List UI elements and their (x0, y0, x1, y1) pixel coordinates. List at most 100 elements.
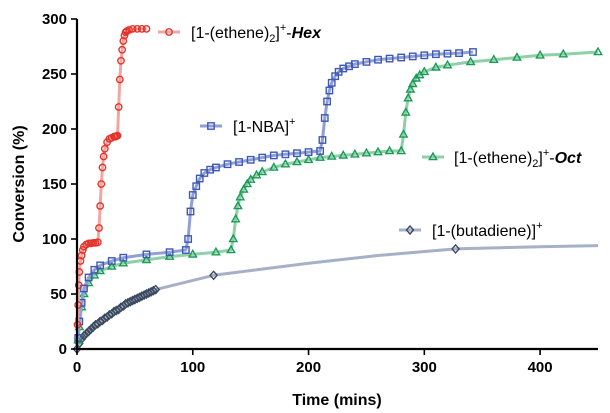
data-point (226, 244, 236, 254)
data-point (258, 153, 267, 162)
data-point (385, 54, 394, 63)
data-point (374, 55, 382, 64)
data-point (488, 54, 499, 63)
data-point (315, 152, 326, 161)
data-point (338, 149, 349, 159)
series-nba (74, 48, 477, 342)
sep: - (549, 150, 554, 167)
x-tick-label: 100 (180, 359, 205, 376)
data-point (115, 75, 124, 84)
data-point (86, 324, 96, 335)
data-point (74, 334, 83, 342)
data-point (535, 49, 546, 59)
legend-label: [1-(ethene)2]+-Hex (191, 22, 322, 45)
legend-entry-butadiene: [1-(butadiene)]+ (399, 220, 543, 240)
data-point (303, 154, 314, 164)
data-point (420, 51, 429, 60)
y-tick-label: 200 (42, 121, 67, 138)
data-point (118, 45, 127, 54)
series-oct (73, 46, 603, 344)
data-point (465, 56, 476, 66)
data-point (304, 148, 313, 156)
data-point (141, 254, 152, 264)
data-point (119, 37, 128, 45)
y-tick-label: 50 (50, 286, 67, 303)
x-axis-title: Time (mins) (292, 392, 382, 409)
data-point (125, 26, 134, 34)
data-point (211, 246, 221, 256)
x-tick-label: 300 (412, 359, 437, 376)
series-butadiene-line (75, 244, 599, 350)
x-tick-label: 200 (296, 359, 321, 376)
data-point (95, 224, 103, 232)
data-point (350, 60, 359, 69)
data-point (268, 162, 279, 171)
data-point (181, 246, 190, 254)
data-point (96, 202, 105, 210)
data-point (96, 261, 105, 270)
pre: [1-(ethene) (454, 150, 532, 167)
data-point (230, 213, 241, 223)
series-butadiene (72, 243, 599, 355)
series-hex (73, 24, 151, 329)
data-point (245, 174, 256, 183)
data-point (128, 24, 137, 33)
data-point (151, 284, 161, 295)
pre: [1-NBA] (233, 119, 289, 136)
tick-layer: 0 100 200 300 400 0 50 100 150 200 250 300 (42, 11, 553, 376)
data-point (362, 58, 371, 66)
data-point (281, 150, 290, 159)
data-point (95, 265, 106, 275)
legend-entry-hex: [1-(ethene)2]+-Hex (158, 22, 322, 45)
data-point (373, 146, 383, 156)
sep: - (286, 25, 291, 42)
sup-mark: + (536, 220, 542, 232)
data-point (593, 46, 603, 56)
data-point (442, 59, 453, 69)
data-point (84, 326, 94, 337)
data-point (432, 50, 440, 59)
data-point (192, 182, 201, 191)
data-point (318, 136, 327, 144)
data-point (238, 184, 249, 193)
data-point (97, 180, 106, 188)
data-point (292, 156, 302, 166)
data-point (323, 97, 331, 106)
data-point (114, 103, 123, 111)
data-point (89, 238, 98, 247)
data-point (293, 149, 301, 158)
sup-mark: + (289, 116, 295, 128)
ital: Hex (292, 25, 322, 42)
sup: ] (538, 150, 542, 167)
legend-marker (165, 28, 173, 36)
data-point (405, 83, 416, 93)
series-oct-line (76, 50, 599, 341)
data-point (242, 178, 253, 188)
data-point (74, 281, 83, 290)
data-point (188, 191, 197, 199)
data-point (407, 78, 418, 88)
legend: [1-(ethene)2]+-Hex[1-NBA]+[1-(ethene)2]+… (158, 22, 582, 240)
data-point (223, 160, 232, 169)
data-point (396, 145, 407, 155)
sup-mark: + (280, 22, 286, 34)
legend-entry-oct: [1-(ethene)2]+-Oct (422, 147, 582, 170)
data-point (316, 147, 325, 155)
sub: 2 (269, 33, 275, 45)
data-point (235, 191, 246, 201)
data-point (455, 49, 463, 58)
data-point (100, 144, 109, 153)
data-point (398, 129, 409, 138)
data-point (469, 48, 477, 56)
data-point (408, 52, 417, 61)
series-layer (72, 24, 603, 355)
data-point (451, 243, 461, 254)
data-point (118, 257, 129, 267)
data-point (137, 24, 146, 33)
data-point (233, 200, 243, 210)
data-point (98, 163, 107, 172)
data-point (235, 158, 243, 166)
data-point (269, 151, 278, 160)
sup: ] (275, 25, 279, 42)
